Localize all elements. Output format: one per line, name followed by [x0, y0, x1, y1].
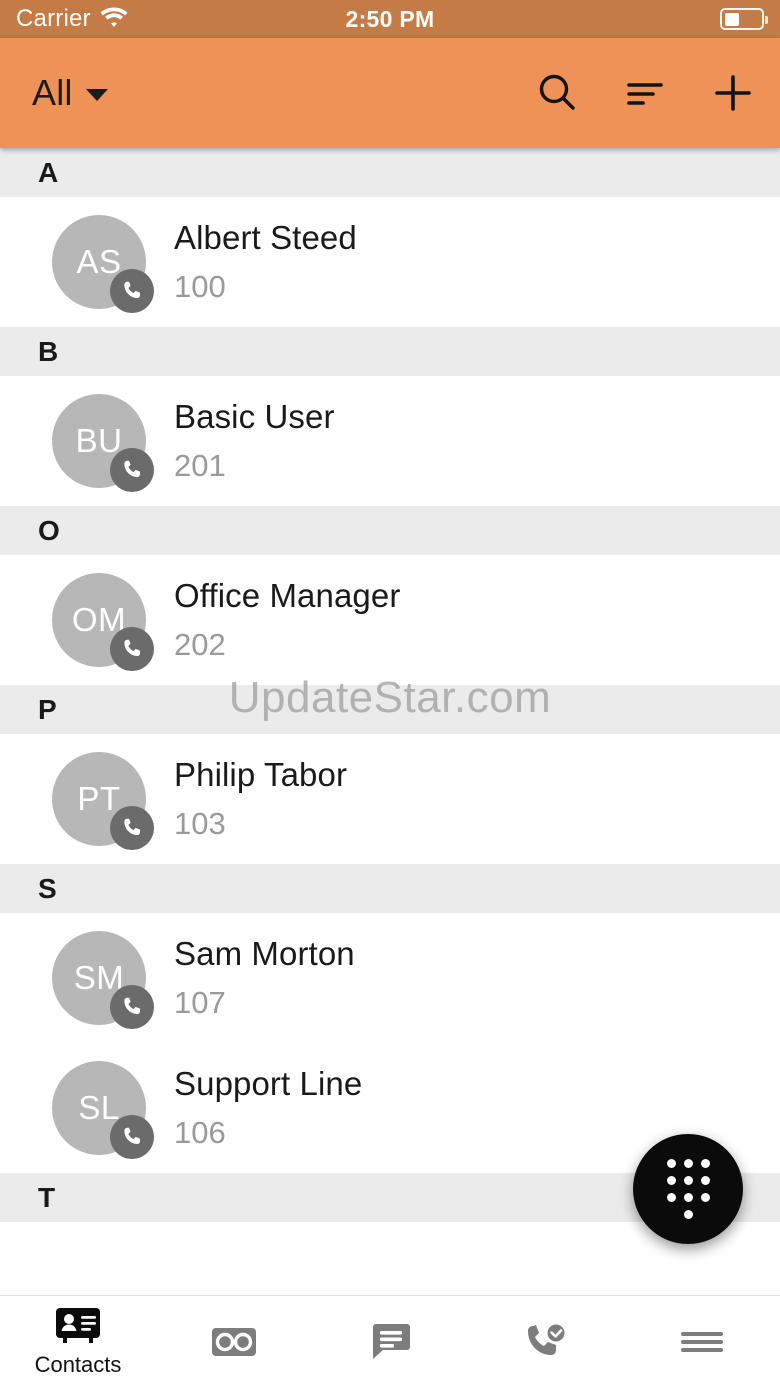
- messages-icon: [367, 1321, 413, 1363]
- phone-icon[interactable]: [110, 806, 154, 850]
- contacts-card-icon: [52, 1305, 104, 1347]
- search-icon[interactable]: [534, 70, 580, 116]
- call-history-icon: [521, 1321, 571, 1363]
- contact-row[interactable]: PT Philip Tabor 103: [0, 734, 780, 864]
- plus-icon[interactable]: [710, 70, 756, 116]
- tab-messages[interactable]: [312, 1296, 468, 1387]
- phone-icon[interactable]: [110, 627, 154, 671]
- wifi-icon: [100, 6, 128, 33]
- contact-details: Albert Steed 100: [174, 219, 357, 305]
- battery-icon: [720, 8, 768, 30]
- contact-details: Basic User 201: [174, 398, 335, 484]
- filter-dropdown-button[interactable]: All: [28, 66, 112, 120]
- contact-extension: 106: [174, 1115, 226, 1150]
- section-header: O: [0, 506, 780, 555]
- contact-row[interactable]: SM Sam Morton 107: [0, 913, 780, 1043]
- app-toolbar: All: [0, 38, 780, 148]
- avatar: SM: [52, 931, 154, 1029]
- sort-icon[interactable]: [622, 70, 668, 116]
- contact-name: Philip Tabor: [174, 756, 348, 793]
- phone-icon[interactable]: [110, 269, 154, 313]
- contact-name: Albert Steed: [174, 219, 357, 256]
- dialpad-fab-button[interactable]: [633, 1134, 743, 1244]
- contact-extension: 202: [174, 627, 226, 662]
- contact-name: Office Manager: [174, 577, 401, 614]
- dialpad-icon: [666, 1159, 710, 1219]
- menu-icon: [678, 1321, 726, 1363]
- bottom-tab-bar: Contacts: [0, 1295, 780, 1387]
- section-header: B: [0, 327, 780, 376]
- contact-name: Basic User: [174, 398, 335, 435]
- avatar: SL: [52, 1061, 154, 1159]
- filter-label: All: [32, 72, 73, 113]
- avatar: AS: [52, 215, 154, 313]
- contact-row[interactable]: AS Albert Steed 100: [0, 197, 780, 327]
- contact-details: Support Line 106: [174, 1065, 362, 1151]
- carrier-label: Carrier: [16, 5, 91, 32]
- tab-call-history[interactable]: [468, 1296, 624, 1387]
- chevron-down-icon: [85, 89, 108, 101]
- contact-extension: 103: [174, 806, 226, 841]
- tab-menu[interactable]: [624, 1296, 780, 1387]
- toolbar-actions: [534, 70, 756, 116]
- contacts-list[interactable]: A AS Albert Steed 100 B BU Basic User 201 O OM Off…: [0, 148, 780, 1295]
- phone-icon[interactable]: [110, 448, 154, 492]
- phone-icon[interactable]: [110, 1115, 154, 1159]
- contact-extension: 100: [174, 269, 226, 304]
- contact-row[interactable]: OM Office Manager 202: [0, 555, 780, 685]
- contact-row[interactable]: BU Basic User 201: [0, 376, 780, 506]
- avatar: PT: [52, 752, 154, 850]
- voicemail-icon: [209, 1321, 259, 1363]
- contact-details: Sam Morton 107: [174, 935, 355, 1021]
- status-bar-right: [720, 8, 768, 30]
- contact-details: Philip Tabor 103: [174, 756, 347, 842]
- contact-name: Support Line: [174, 1065, 363, 1102]
- avatar: BU: [52, 394, 154, 492]
- contact-extension: 107: [174, 985, 226, 1020]
- tab-contacts-label: Contacts: [34, 1352, 122, 1377]
- status-bar-left: Carrier: [16, 5, 128, 33]
- contact-name: Sam Morton: [174, 935, 355, 972]
- avatar: OM: [52, 573, 154, 671]
- tab-voicemail[interactable]: [156, 1296, 312, 1387]
- section-header: S: [0, 864, 780, 913]
- contact-details: Office Manager 202: [174, 577, 400, 663]
- section-header: P: [0, 685, 780, 734]
- tab-contacts[interactable]: Contacts: [0, 1296, 156, 1387]
- contact-extension: 201: [174, 448, 226, 483]
- phone-icon[interactable]: [110, 985, 154, 1029]
- status-bar: Carrier 2:50 PM: [0, 0, 780, 38]
- section-header: A: [0, 148, 780, 197]
